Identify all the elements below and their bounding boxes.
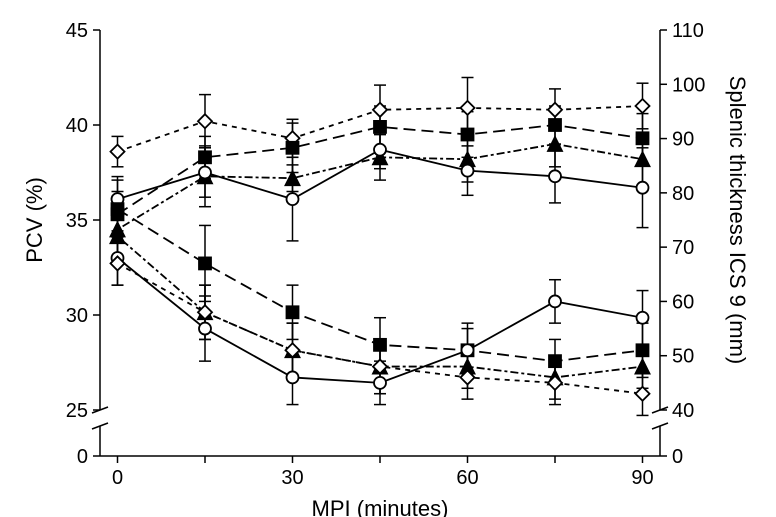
yleft-tick-label: 35 (66, 210, 88, 232)
yright-tick-label: 50 (672, 346, 694, 368)
yleft-tick-label: 45 (66, 20, 88, 42)
yleft-tick-label: 30 (66, 305, 88, 327)
yright-tick-label: 110 (672, 20, 704, 42)
yright-tick-label: 70 (672, 237, 694, 259)
yleft-tick-label: 40 (66, 115, 88, 137)
yright-tick-label: 40 (672, 400, 694, 422)
x-tick-label: 60 (456, 467, 478, 489)
x-axis-title: MPI (minutes) (312, 496, 449, 517)
dual-axis-chart: 0 30 60 90 MPI (minutes) 25 30 35 40 45 0 PCV (%) 40… (0, 0, 776, 517)
yright-tick-label: 100 (672, 74, 705, 96)
yright-tick-label: 0 (672, 446, 683, 468)
x-tick-label: 30 (281, 467, 303, 489)
yleft-tick-label: 25 (66, 400, 88, 422)
yright-axis-title: Splenic thickness ICS 9 (mm) (725, 76, 750, 365)
yleft-tick-label: 0 (77, 446, 88, 468)
x-tick-label: 90 (631, 467, 653, 489)
x-tick-label: 0 (112, 467, 123, 489)
yright-tick-label: 60 (672, 291, 694, 313)
yright-tick-label: 90 (672, 129, 694, 151)
yright-tick-label: 80 (672, 183, 694, 205)
yleft-axis-title: PCV (%) (22, 177, 47, 263)
